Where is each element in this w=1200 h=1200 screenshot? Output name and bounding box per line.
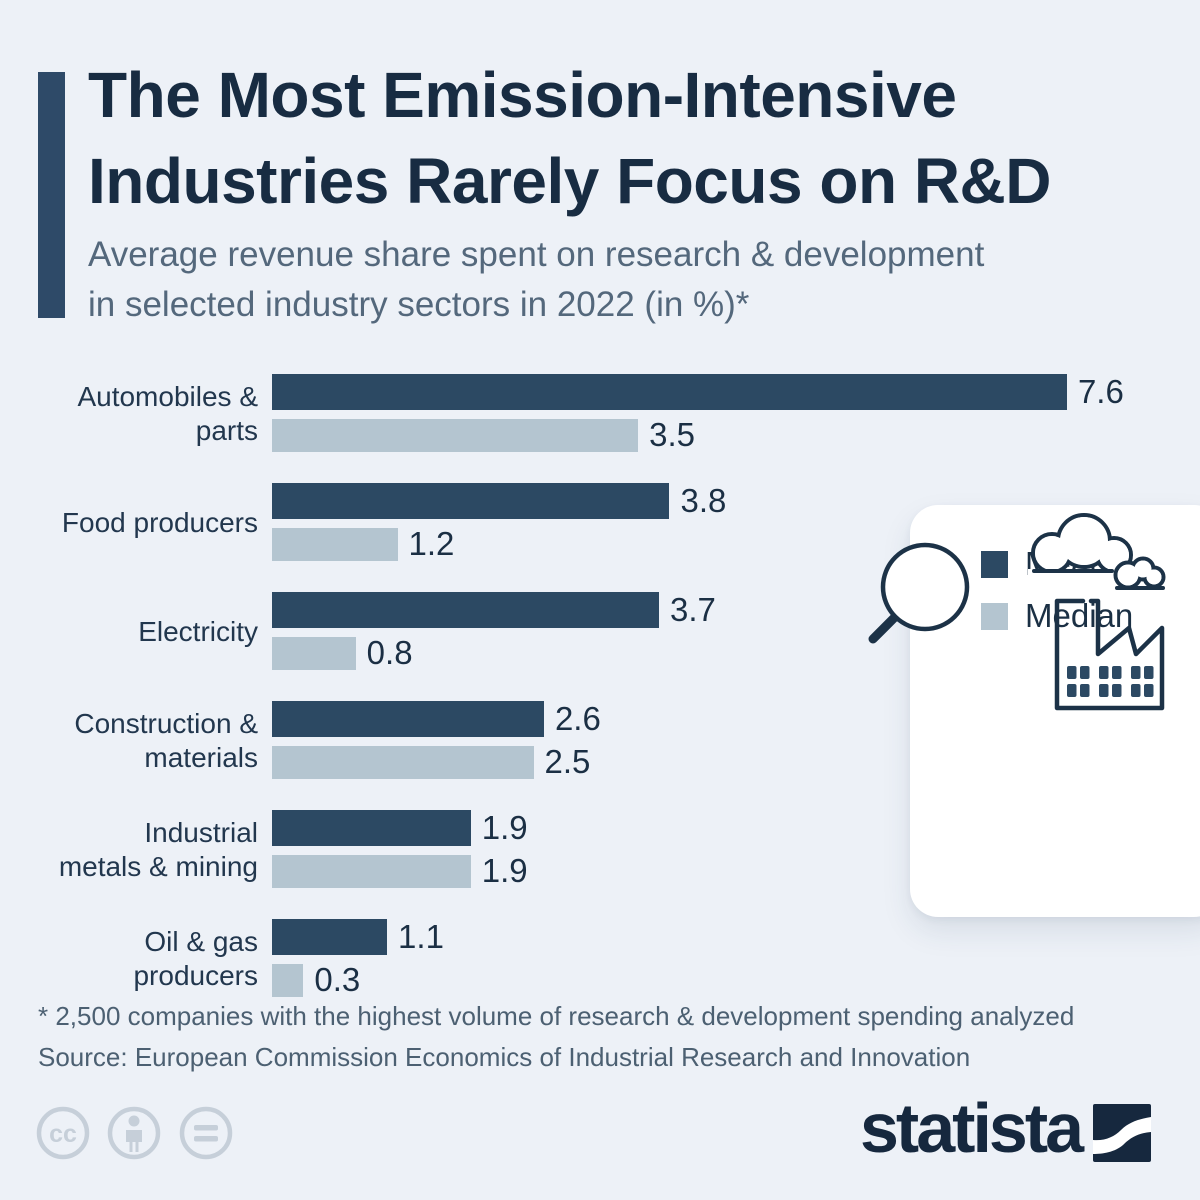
page-title-line1: The Most Emission-Intensive [88, 59, 957, 131]
mean-bar [272, 374, 1067, 410]
source: Source: European Commission Economics of… [38, 1042, 971, 1072]
category-label: Industrial metals & mining [58, 816, 258, 882]
median-bar [272, 963, 304, 997]
value-label: 0.8 [366, 634, 413, 671]
mean-bar [272, 592, 660, 628]
statista-logo-icon [1093, 1104, 1152, 1162]
statista-brand: statista [860, 1089, 1152, 1167]
chart-row: Food producers 3.8 1.2 [0, 482, 1200, 563]
header: The Most Emission-Intensive Industries R… [88, 52, 1188, 330]
category-label: Food producers [61, 506, 258, 538]
value-label: 2.6 [554, 700, 601, 737]
category-label: Oil & gas producers [133, 925, 258, 991]
page-subtitle: Average revenue share spent on research … [88, 230, 1188, 330]
page-title: The Most Emission-Intensive Industries R… [88, 52, 1188, 224]
cc-license-icons: cc [36, 1106, 233, 1160]
footnotes: * 2,500 companies with the highest volum… [38, 996, 1074, 1078]
median-bar [272, 745, 534, 779]
median-bar [272, 636, 356, 670]
median-bar [272, 418, 639, 452]
median-bar [272, 854, 471, 888]
value-label: 1.1 [398, 918, 444, 955]
chart-row: Construction & materials 2.6 2.5 [0, 700, 1200, 781]
mean-bar [272, 483, 670, 519]
category-label: Automobiles & parts [77, 380, 258, 446]
bar-chart: Automobiles & parts 7.6 3.5 Food producers 3.… [0, 373, 1200, 1027]
value-label: 2.5 [544, 743, 591, 780]
chart-row: Industrial metals & mining 1.9 1.9 [0, 809, 1200, 890]
value-label: 1.2 [408, 525, 455, 562]
svg-text:cc: cc [49, 1120, 77, 1148]
mean-bar [272, 701, 544, 737]
value-label: 3.5 [649, 416, 695, 453]
page-subtitle-line1: Average revenue share spent on research … [88, 235, 985, 274]
value-label: 3.8 [680, 482, 727, 519]
value-label: 7.6 [1077, 373, 1124, 410]
page-title-line2: Industries Rarely Focus on R&D [88, 145, 1051, 217]
legend-item-median: Median [981, 597, 1134, 634]
statista-wordmark: statista [860, 1089, 1084, 1167]
mean-bar [272, 810, 471, 846]
page-subtitle-line2: in selected industry sectors in 2022 (in… [88, 285, 750, 324]
emissions-factory-icon [1028, 513, 1168, 711]
footnote: * 2,500 companies with the highest volum… [38, 1001, 1075, 1031]
factory-windows [1067, 666, 1154, 697]
magnifier-icon [868, 542, 970, 644]
mean-bar [272, 919, 388, 955]
category-label: Electricity [138, 615, 258, 647]
cc-attribution-icon [107, 1106, 161, 1160]
cc-nd-icon [179, 1106, 233, 1160]
value-label: 3.7 [670, 591, 716, 628]
median-swatch [981, 602, 1008, 630]
legend-label-median: Median [1025, 597, 1134, 634]
value-label: 1.9 [481, 852, 528, 889]
median-bar [272, 527, 398, 561]
chart-row: Automobiles & parts 7.6 3.5 [0, 373, 1200, 454]
chart-row: Oil & gas producers 1.1 0.3 [0, 918, 1200, 999]
chart-row: Electricity 3.7 0.8 [0, 591, 1200, 672]
value-label: 1.9 [481, 809, 528, 846]
category-label: Construction & materials [74, 707, 258, 773]
title-accent-bar [38, 72, 65, 318]
cc-icon: cc [36, 1106, 90, 1160]
mean-swatch [981, 550, 1008, 578]
factory-outline [1054, 598, 1165, 711]
value-label: 0.3 [314, 961, 361, 998]
